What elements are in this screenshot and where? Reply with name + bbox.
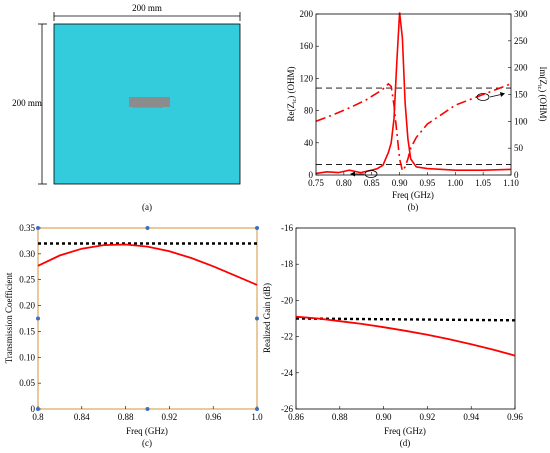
chart-b-left-ytick-label: 160	[300, 41, 314, 51]
chart-b-xtick-label: 0.95	[420, 178, 436, 188]
chart-c-selection-handles	[36, 226, 259, 411]
chart-c-frame-handle	[255, 407, 259, 411]
chart-d-plot-frame	[295, 227, 516, 410]
chart-c-frame-handle	[255, 316, 259, 321]
chart-b-ylabel-left: Re(Zic) (OHM)	[286, 66, 298, 121]
chart-d-ytick-label: -20	[281, 295, 293, 305]
chart-b-xtick-label: 0.75	[308, 178, 324, 188]
chart-c-frame-handle	[36, 316, 40, 321]
chart-d-gain-line	[295, 315, 516, 357]
chart-b-right-axis-marker	[476, 93, 490, 101]
chart-c-ytick-label: 0.20	[19, 301, 35, 311]
chart-b-reference-lines	[316, 87, 511, 165]
chart-c-ytick-label: 0	[31, 404, 36, 414]
chart-c-ylabel: Transmission Coefficient	[4, 272, 14, 363]
chart-c-xtick-label: 1.0	[251, 412, 263, 422]
chart-c-frame-handle	[36, 407, 40, 411]
chart-b-xtick-label: 1.10	[503, 178, 519, 188]
chart-b-left-axis-marker	[364, 170, 378, 178]
chart-c-ytick-label: 0.15	[19, 326, 35, 336]
chart-b-xtick-label: 1.05	[475, 178, 491, 188]
chart-c-frame-handle	[255, 226, 259, 230]
chart-c-xtick-label: 0.96	[205, 412, 221, 422]
chart-d-ytick-label: -18	[281, 259, 293, 269]
chart-d-xlabel: Freq (GHz)	[384, 426, 426, 436]
chart-b-xtick-label: 1.00	[447, 178, 463, 188]
chart-b-left-arrowhead	[350, 171, 355, 177]
chart-b-series	[315, 12, 512, 175]
chart-b-xtick-label: 0.90	[392, 178, 408, 188]
chart-d-xtick-label: 0.88	[332, 412, 348, 422]
chart-d-ytick-label: -24	[281, 368, 293, 378]
chart-c-frame-handle	[36, 226, 40, 230]
antenna-trace	[133, 105, 163, 108]
chart-b-xtick-label: 0.80	[336, 178, 352, 188]
chart-c-frame-handle	[145, 407, 150, 411]
chart-c-xlabel: Freq (GHz)	[126, 426, 168, 436]
chart-d-ticks: 0.86 0.88 0.90 0.92 0.94 0.96 -26 -24 -22 -20 -18 -…	[281, 223, 523, 422]
chart-c-ytick-label: 0.05	[19, 378, 35, 388]
chart-b-ticks: 0.75 0.80 0.85 0.90 0.95 1.00 1.05 1.1004080120…	[300, 9, 529, 188]
chart-d-ytick-label: -22	[281, 332, 293, 342]
chart-b-right-ytick-label: 100	[514, 116, 528, 126]
chart-c-series	[37, 242, 258, 286]
chart-c-xtick-label: 0.84	[74, 412, 90, 422]
chart-d-ytick-label: -26	[281, 404, 293, 414]
chart-d-reference-dotted-line	[295, 317, 516, 322]
chart-b-caption: (b)	[408, 202, 419, 212]
panel-a-caption: (a)	[142, 202, 152, 212]
chart-b-ylabel-right: Im(Zic) (OHM)	[536, 66, 548, 121]
chart-c-transmission-line	[37, 243, 258, 286]
antenna-patch	[129, 97, 170, 107]
chart-b-left-ytick-label: 80	[304, 106, 314, 116]
chart-b-left-ytick-label: 120	[300, 73, 314, 83]
chart-b-right-ytick-label: 50	[514, 143, 524, 153]
antenna-board	[53, 23, 241, 185]
chart-b-xlabel: Freq (GHz)	[392, 190, 434, 200]
chart-c-ytick-label: 0.30	[19, 249, 35, 259]
chart-c-xtick-label: 0.88	[118, 412, 134, 422]
chart-d-xtick-label: 0.92	[420, 412, 436, 422]
chart-b-left-ytick-label: 0	[309, 170, 314, 180]
chart-d-xtick-label: 0.86	[288, 412, 304, 422]
chart-c-frame-handle	[145, 226, 150, 230]
chart-b-right-ytick-label: 150	[514, 90, 528, 100]
chart-b-right-ytick-label: 0	[514, 170, 519, 180]
chart-b-right-ytick-label: 200	[514, 63, 528, 73]
chart-b-right-ytick-label: 300	[514, 9, 528, 19]
chart-c-ytick-label: 0.10	[19, 352, 35, 362]
chart-c-ytick-label: 0.35	[19, 223, 35, 233]
chart-b-right-ytick-label: 250	[514, 36, 528, 46]
chart-b-real-impedance-line	[315, 12, 512, 175]
chart-b-right-arrowhead	[500, 92, 505, 97]
chart-d-ylabel: Realized Gain (dB)	[262, 283, 272, 353]
chart-c-plot-frame	[37, 227, 258, 410]
chart-c-xtick-label: 0.92	[162, 412, 178, 422]
chart-d-xtick-label: 0.96	[507, 412, 523, 422]
chart-d-ytick-label: -16	[281, 223, 293, 233]
chart-c-ticks: 0.8 0.84 0.88 0.92 0.96 1.0 0 0.05 0.10 0.15 0.20 0…	[19, 223, 263, 422]
chart-d-caption: (d)	[400, 438, 411, 448]
chart-d-xtick-label: 0.94	[463, 412, 479, 422]
chart-b-imag-impedance-line	[315, 82, 512, 173]
chart-b-right-arrow	[489, 93, 504, 98]
chart-d-xtick-label: 0.90	[376, 412, 392, 422]
chart-b-plot-frame	[315, 13, 512, 176]
chart-c-ytick-label: 0.25	[19, 275, 35, 285]
chart-d-series	[295, 315, 516, 357]
chart-c-xtick-label: 0.8	[32, 412, 44, 422]
height-dimension-label: 200 mm	[12, 98, 42, 108]
chart-b-left-ytick-label: 40	[304, 138, 314, 148]
chart-b-xtick-label: 0.85	[364, 178, 380, 188]
chart-b-left-ytick-label: 200	[300, 9, 314, 19]
width-dimension-label: 200 mm	[132, 3, 162, 13]
chart-c-caption: (c)	[142, 438, 152, 448]
